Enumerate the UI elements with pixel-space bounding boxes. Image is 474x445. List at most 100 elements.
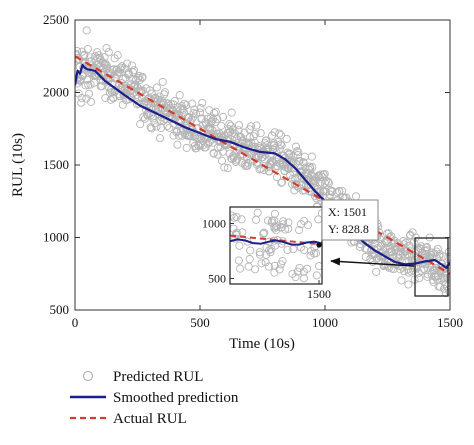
- inset-x-tick-label: 1500: [307, 287, 331, 301]
- predicted-rul-point: [78, 71, 87, 80]
- smoothed-prediction-line: [75, 63, 450, 269]
- predicted-rul-point: [260, 155, 269, 164]
- predicted-rul-point: [106, 74, 115, 83]
- x-tick-label: 500: [190, 315, 210, 330]
- predicted-rul-point: [291, 142, 301, 151]
- predicted-rul-point: [406, 230, 415, 239]
- predicted-rul-point: [225, 120, 234, 129]
- predicted-rul-point: [444, 247, 450, 256]
- predicted-rul-point: [324, 178, 333, 188]
- predicted-rul-point: [422, 246, 431, 255]
- inset-point: [265, 246, 274, 255]
- predicted-rul-point: [419, 265, 428, 274]
- predicted-rul-point: [409, 238, 418, 247]
- predicted-rul-point: [283, 148, 292, 157]
- predicted-rul-point: [184, 113, 194, 122]
- predicted-rul-point: [275, 129, 284, 138]
- x-axis-title: Time (10s): [229, 336, 295, 352]
- inset-point: [255, 250, 264, 259]
- predicted-rul-point: [293, 147, 302, 156]
- predicted-rul-point: [445, 275, 450, 285]
- legend-item-actual-rul: Actual RUL: [70, 411, 187, 427]
- predicted-rul-point: [219, 112, 228, 121]
- inset-point: [283, 245, 292, 254]
- predicted-rul-point: [196, 104, 205, 113]
- inset-smoothed-line: [230, 238, 322, 246]
- predicted-rul-point: [234, 121, 244, 130]
- predicted-rul-point: [246, 122, 256, 131]
- inset-point: [307, 246, 316, 256]
- predicted-rul-point: [207, 117, 216, 126]
- predicted-rul-point: [188, 99, 197, 108]
- inset-point: [230, 224, 238, 233]
- predicted-rul-point: [258, 153, 267, 162]
- inset-point: [296, 220, 306, 229]
- predicted-rul-point: [220, 163, 229, 172]
- predicted-rul-point: [315, 179, 324, 188]
- predicted-rul-point: [417, 242, 426, 251]
- y-tick-label: 2500: [43, 12, 69, 27]
- legend: Predicted RUL Smoothed prediction Actual…: [70, 369, 239, 427]
- predicted-rul-point: [113, 51, 122, 60]
- predicted-rul-point: [191, 133, 200, 142]
- predicted-rul-point: [422, 242, 432, 252]
- inset-point: [291, 273, 300, 282]
- legend-label-actual-rul: Actual RUL: [113, 411, 187, 427]
- predicted-rul-point: [129, 66, 139, 75]
- predicted-rul-point: [152, 122, 161, 131]
- predicted-rul-point: [243, 158, 252, 168]
- predicted-rul-point: [103, 64, 112, 73]
- predicted-rul-point: [335, 187, 344, 196]
- predicted-rul-point: [106, 95, 115, 104]
- predicted-rul-point: [209, 149, 218, 158]
- predicted-rul-point: [152, 83, 161, 92]
- predicted-rul-point: [422, 243, 431, 252]
- predicted-rul-point: [299, 158, 308, 167]
- predicted-rul-point: [102, 60, 111, 69]
- predicted-rul-point: [427, 248, 436, 257]
- actual-rul-line-group: [75, 55, 450, 275]
- legend-item-smoothed-prediction: Smoothed prediction: [70, 390, 239, 406]
- predicted-rul-point: [372, 267, 381, 276]
- inset-point: [266, 248, 275, 257]
- predicted-rul-point: [155, 134, 165, 143]
- inset-point: [230, 211, 236, 220]
- predicted-rul-point: [282, 134, 291, 143]
- datatip-y-text: Y: 828.8: [328, 222, 369, 236]
- predicted-rul-point: [211, 107, 220, 116]
- predicted-rul-point: [276, 130, 285, 140]
- predicted-rul-point: [289, 164, 299, 173]
- inset-point: [245, 255, 254, 264]
- y-axis-title: RUL (10s): [10, 133, 26, 197]
- predicted-rul-point: [122, 59, 132, 68]
- predicted-rul-point: [116, 63, 125, 72]
- zoom-region-box: [414, 237, 449, 297]
- predicted-rul-point: [251, 129, 260, 139]
- predicted-rul-point: [110, 54, 119, 63]
- predicted-rul-point: [117, 79, 126, 88]
- predicted-rul-point: [136, 120, 145, 129]
- x-tick-label: 1500: [437, 315, 463, 330]
- datatip-x-text: X: 1501: [328, 205, 367, 219]
- inset-point: [235, 241, 244, 250]
- legend-marker-predicted-rul: [82, 370, 94, 382]
- x-tick-label: 1000: [312, 315, 338, 330]
- predicted-rul-point: [104, 48, 113, 57]
- predicted-rul-point: [174, 131, 184, 140]
- predicted-rul-point: [417, 248, 426, 257]
- inset-point: [268, 216, 277, 225]
- predicted-rul-point: [195, 108, 204, 117]
- predicted-rul-point: [227, 108, 236, 117]
- inset-points: [230, 208, 322, 283]
- inset-point: [270, 268, 279, 277]
- y-tick-label: 1000: [43, 230, 69, 245]
- predicted-rul-point: [209, 115, 218, 124]
- predicted-rul-point: [79, 63, 88, 72]
- predicted-rul-point: [81, 81, 90, 90]
- y-tick-label: 2000: [43, 85, 69, 100]
- inset-zoom-plot: 500 1000 1500: [202, 206, 331, 301]
- predicted-rul-point: [82, 26, 91, 35]
- predicted-rul-point: [175, 111, 184, 120]
- predicted-rul-point: [429, 278, 438, 287]
- inset-point: [293, 267, 302, 276]
